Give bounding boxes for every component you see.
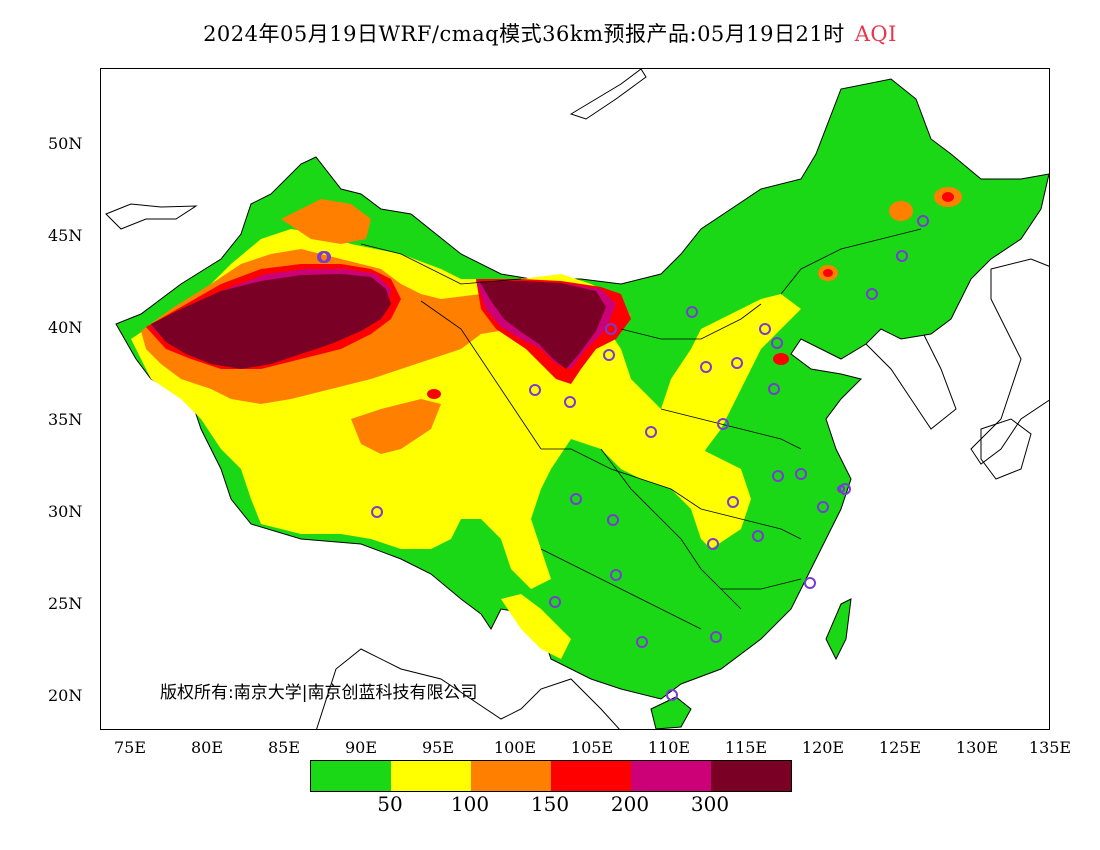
balkhash-outline: [105, 203, 198, 230]
lon-label-120e: 120E: [801, 738, 845, 757]
aqi-hotspot-northeast-1: [889, 201, 913, 221]
lon-label-125e: 125E: [878, 738, 922, 757]
lon-label-90e: 90E: [344, 738, 378, 757]
aqi-map-canvas: [105, 69, 1049, 729]
title-text: 2024年05月19日WRF/cmaq模式36km预报产品:05月19日21时: [203, 22, 845, 46]
lake-baikal-outline: [569, 69, 647, 120]
province-boundaries: [360, 228, 922, 630]
aqi-hotspot-northeast-5: [823, 269, 833, 277]
legend-swatch-usg: [471, 761, 551, 791]
indochina-outline: [316, 648, 620, 729]
city-markers: [317, 215, 929, 701]
lat-label-25n: 25N: [48, 594, 83, 613]
lon-label-130e: 130E: [955, 738, 999, 757]
aqi-unhealthy-sensitive-tibet: [351, 399, 441, 454]
aqi-moderate-southwest: [501, 594, 571, 659]
lon-label-80e: 80E: [190, 738, 224, 757]
aqi-hotspot-tibet: [427, 389, 441, 399]
lat-label-50n: 50N: [48, 134, 83, 153]
title-variable: AQI: [854, 22, 897, 46]
lat-label-30n: 30N: [48, 502, 83, 521]
lat-label-20n: 20N: [48, 686, 83, 705]
aqi-unhealthy-sensitive-north: [281, 199, 371, 244]
lon-label-115e: 115E: [724, 738, 768, 757]
aqi-hazardous-tarim: [151, 274, 391, 369]
copyright-notice: 版权所有:南京大学|南京创蓝科技有限公司: [160, 683, 478, 703]
lat-label-40n: 40N: [48, 318, 83, 337]
aqi-legend: [310, 760, 792, 792]
lon-label-75e: 75E: [113, 738, 147, 757]
lat-label-45n: 45N: [48, 226, 83, 245]
lon-label-95e: 95E: [421, 738, 455, 757]
lon-label-100e: 100E: [493, 738, 537, 757]
legend-swatch-unhealthy: [551, 761, 631, 791]
legend-swatch-good: [311, 761, 391, 791]
legend-label-100: 100: [450, 792, 490, 816]
hainan-island: [650, 696, 692, 729]
lon-label-105e: 105E: [570, 738, 614, 757]
lat-label-35n: 35N: [48, 410, 83, 429]
legend-swatch-hazardous: [711, 761, 791, 791]
legend-swatch-very-unhealthy: [631, 761, 711, 791]
taiwan-island: [825, 598, 852, 661]
legend-label-150: 150: [530, 792, 570, 816]
lon-label-135e: 135E: [1028, 738, 1072, 757]
legend-label-200: 200: [610, 792, 650, 816]
aqi-map: [100, 68, 1050, 730]
lon-label-110e: 110E: [647, 738, 691, 757]
legend-label-50: 50: [377, 792, 403, 816]
aqi-hotspot-northeast-3: [942, 192, 954, 202]
kyushu-outline: [980, 418, 1032, 480]
map-title: 2024年05月19日WRF/cmaq模式36km预报产品:05月19日21时 A…: [0, 18, 1100, 48]
japan-outline: [970, 258, 1049, 465]
legend-swatch-moderate: [391, 761, 471, 791]
lon-label-85e: 85E: [267, 738, 301, 757]
legend-label-300: 300: [690, 792, 730, 816]
aqi-hotspot-beijing: [773, 353, 789, 365]
aqi-moderate-east: [661, 294, 801, 519]
aqi-hazardous-gansu: [479, 281, 606, 369]
